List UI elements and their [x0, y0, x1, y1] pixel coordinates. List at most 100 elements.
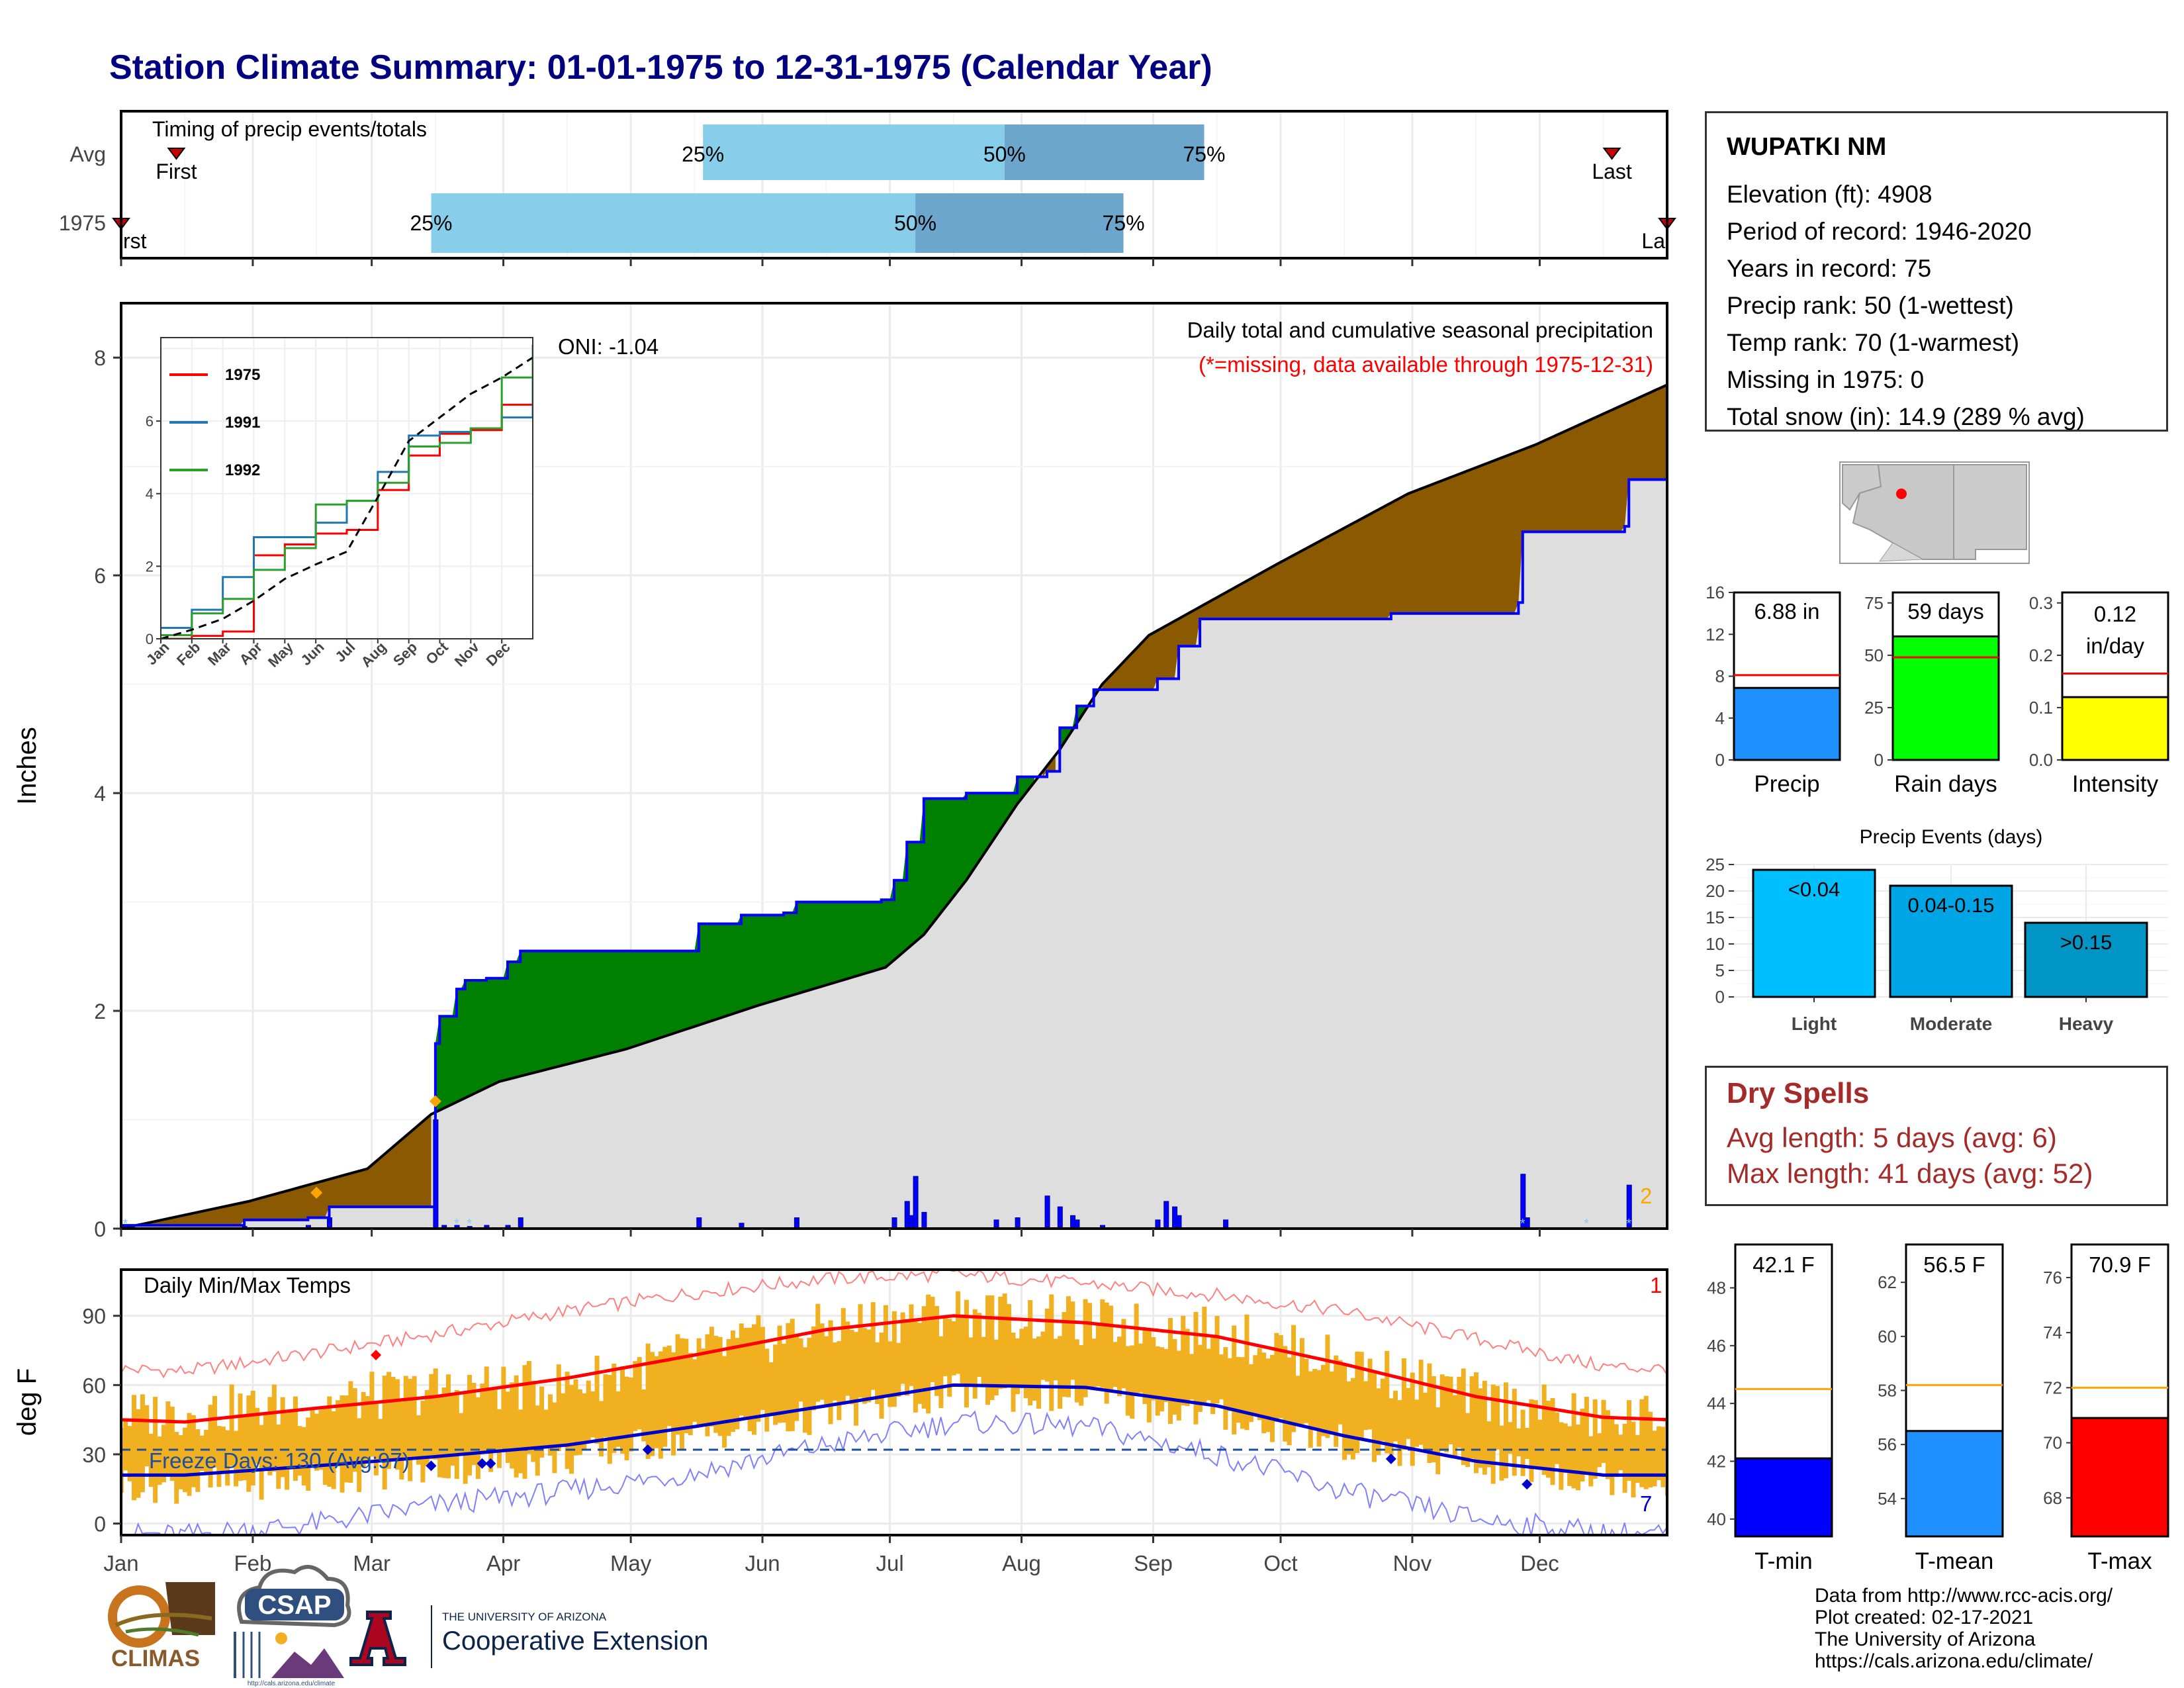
timing-bar-avg-late [1004, 124, 1205, 180]
daily-temp-bar [730, 1330, 735, 1432]
daily-temp-bar [1079, 1344, 1084, 1406]
daily-temp-bar [1631, 1421, 1636, 1498]
daily-temp-bar [628, 1377, 633, 1452]
daily-temp-bar [1495, 1385, 1500, 1450]
daily-precip-bar [696, 1217, 702, 1229]
daily-temp-bar [1643, 1395, 1649, 1489]
temp-bar-value [2070, 1417, 2169, 1538]
daily-temp-bar [297, 1426, 302, 1476]
daily-temp-bar [1410, 1372, 1415, 1466]
snow-star: * [123, 1217, 128, 1231]
daily-temp-bar [1325, 1335, 1330, 1438]
precip-ytick-label: 4 [94, 782, 106, 806]
events-bar-moderate [1889, 884, 2013, 998]
events-bar-label: 0.04-0.15 [1908, 894, 1995, 917]
daily-temp-bar [1240, 1357, 1246, 1429]
daily-temp-bar [174, 1432, 179, 1504]
daily-temp-bar [900, 1312, 905, 1384]
daily-temp-bar [662, 1346, 668, 1447]
precip-ytick-label: 0 [94, 1217, 106, 1241]
daily-temp-bar [1146, 1330, 1152, 1423]
daily-temp-bar [1269, 1354, 1275, 1442]
daily-temp-bar [518, 1409, 523, 1474]
daily-temp-bar [216, 1426, 222, 1487]
daily-temp-bar [199, 1435, 205, 1471]
station-info-box: WUPATKI NM Elevation (ft): 4908 Period of… [1705, 111, 2168, 432]
temp-ytick-label: 30 [82, 1443, 106, 1467]
daily-temp-bar [246, 1395, 251, 1492]
csap-logo [234, 1565, 351, 1678]
daily-precip-bar [518, 1217, 523, 1229]
temp-heading: Daily Min/Max Temps [144, 1273, 351, 1297]
snow-star: * [454, 1217, 459, 1231]
daily-temp-bar [968, 1337, 974, 1385]
daily-temp-bar [348, 1381, 353, 1483]
precip-panel: * * * * * * 0 2 4 6 8 Inches Daily total and cumu… [13, 302, 1668, 1241]
daily-temp-bar [849, 1329, 854, 1405]
daily-temp-bar [250, 1391, 255, 1486]
temp-bar-value [1905, 1430, 2004, 1538]
temp-bar-value [1734, 1457, 1833, 1538]
daily-temp-bar [807, 1338, 812, 1435]
month-label: Dec [1520, 1551, 1559, 1575]
daily-temp-bar [1091, 1338, 1097, 1387]
daily-temp-bar [1197, 1344, 1203, 1412]
daily-temp-bar [1104, 1302, 1109, 1404]
month-label: Mar [353, 1551, 390, 1575]
timing-last-marker [1602, 148, 1621, 160]
small-bar-ytick-label: 25 [1864, 698, 1884, 718]
daily-temp-bar [786, 1323, 791, 1432]
daily-temp-bar [649, 1352, 655, 1456]
temp-bar-value-label: 56.5 F [1923, 1252, 1985, 1277]
daily-temp-bar [743, 1328, 749, 1419]
daily-temp-bar [1176, 1350, 1181, 1421]
month-label: Jun [745, 1551, 780, 1575]
daily-temp-bar [514, 1375, 519, 1477]
events-ytick-label: 5 [1715, 961, 1725, 980]
daily-temp-bar [1244, 1314, 1250, 1430]
daily-temp-bar [1499, 1425, 1504, 1481]
daily-precip-bar [1044, 1196, 1050, 1229]
inset-ytick-label: 2 [146, 558, 154, 575]
temp-bar-ytick-label: 58 [1878, 1381, 1897, 1401]
daily-temp-bar [790, 1319, 795, 1431]
daily-temp-bar [561, 1393, 566, 1447]
daily-temp-bar [195, 1429, 201, 1492]
daily-temp-bar [1028, 1300, 1033, 1405]
temp-count-top: 1 [1650, 1273, 1662, 1297]
daily-temp-bar [722, 1356, 727, 1448]
daily-temp-bar [1385, 1350, 1390, 1454]
timing-row-avg: Avg [69, 142, 106, 166]
daily-temp-bar [234, 1430, 239, 1487]
daily-temp-bar [1138, 1343, 1144, 1393]
station-details: Elevation (ft): 4908 Period of record: 19… [1727, 176, 2085, 436]
temp-bar-ytick-label: 62 [1878, 1272, 1897, 1292]
daily-temp-bar [1163, 1348, 1169, 1403]
daily-temp-bar [1452, 1395, 1457, 1457]
daily-temp-bar [471, 1383, 477, 1466]
daily-temp-bar [905, 1319, 910, 1396]
daily-precip-bar [1155, 1219, 1161, 1229]
daily-temp-bar [1074, 1339, 1079, 1403]
daily-temp-bar [1167, 1318, 1173, 1425]
snow-star: * [467, 1217, 472, 1231]
daily-temp-bar [169, 1407, 175, 1481]
daily-temp-bar [798, 1338, 803, 1402]
daily-temp-bar [1062, 1311, 1067, 1397]
university-of-arizona-logo [349, 1605, 432, 1668]
daily-precip-bar [326, 1217, 332, 1229]
daily-temp-bar [1223, 1347, 1228, 1430]
timing-first-label: First [156, 160, 197, 183]
daily-temp-bar [412, 1376, 417, 1457]
daily-temp-bar [148, 1433, 154, 1487]
timing-last-label-clipped: La [1641, 229, 1665, 253]
small-bar-ytick-label: 8 [1715, 667, 1725, 686]
daily-temp-bar [1206, 1348, 1211, 1401]
daily-temp-bar [501, 1366, 506, 1449]
daily-temp-bar [1622, 1423, 1627, 1493]
daily-precip-bar [739, 1223, 745, 1229]
daily-temp-bar [1427, 1363, 1432, 1463]
daily-temp-bar [1482, 1380, 1487, 1475]
record-temp-marker [426, 1460, 437, 1472]
station-detail-line: Years in record: 75 [1727, 255, 1932, 282]
